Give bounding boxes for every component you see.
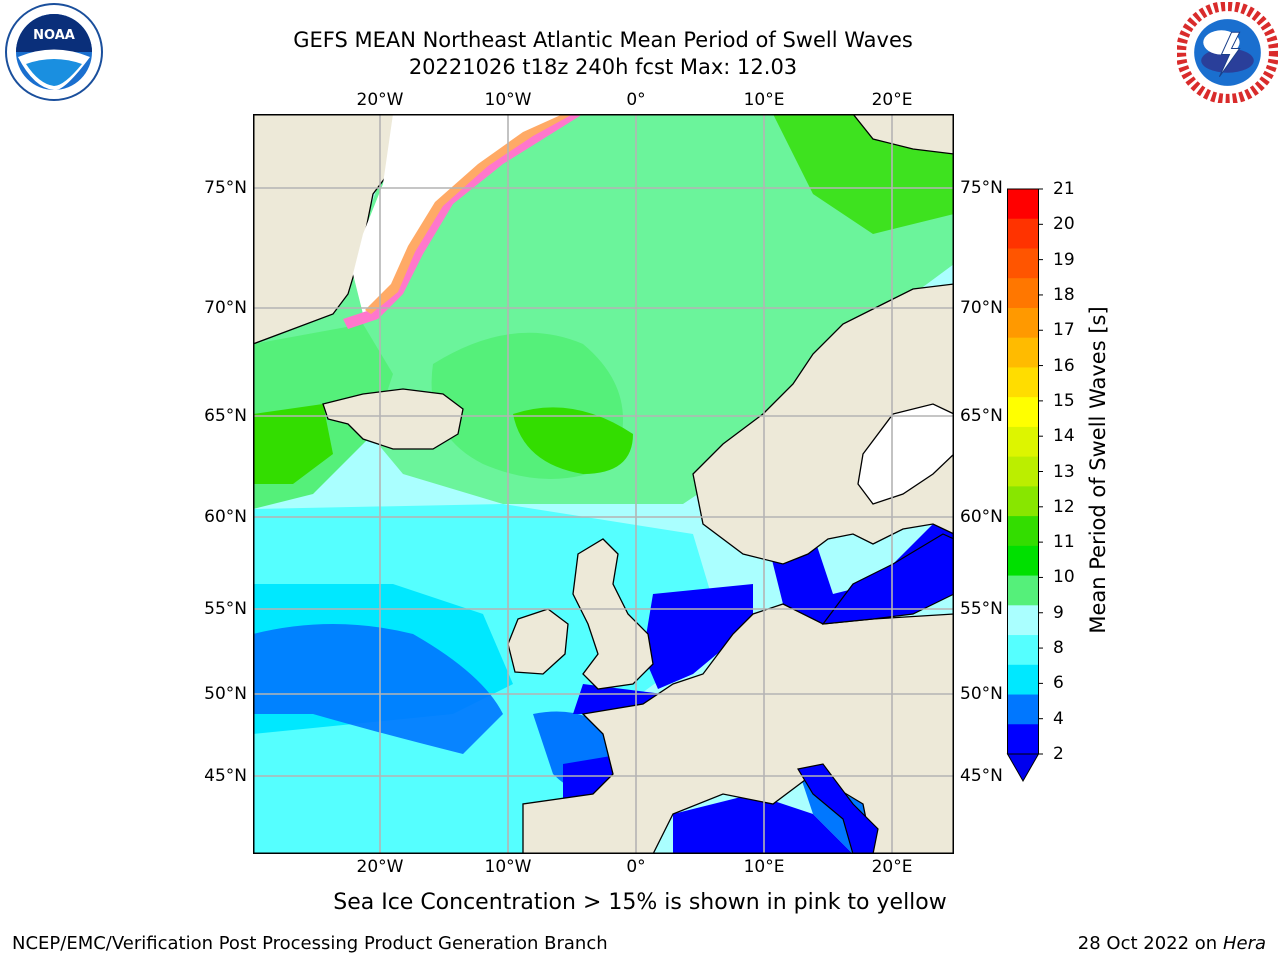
- great-britain-land: [572, 538, 654, 690]
- map-title: GEFS MEAN Northeast Atlantic Mean Period…: [293, 28, 913, 52]
- lat-label-left-45n: 45°N: [204, 766, 247, 786]
- swell-period-map: [253, 114, 954, 854]
- lat-label-right-70n: 70°N: [960, 298, 1003, 318]
- lon-label-bottom-10e: 10°E: [743, 857, 785, 877]
- lat-label-left-65n: 65°N: [204, 406, 247, 426]
- colorbar-tick-label: 6: [1053, 673, 1064, 694]
- lon-label-bottom-20w: 20°W: [356, 857, 404, 877]
- lon-label-top-10w: 10°W: [484, 90, 532, 110]
- map-panel: [253, 114, 954, 854]
- colorbar-tick-label: 4: [1053, 708, 1064, 729]
- machine-name: Hera: [1222, 933, 1266, 954]
- colorbar-tick-label: 17: [1053, 320, 1075, 341]
- ireland-land: [507, 608, 569, 675]
- colorbar-tick-label: 18: [1053, 284, 1075, 305]
- colorbar-tick-label: 10: [1053, 567, 1075, 588]
- lat-label-right-75n: 75°N: [960, 178, 1003, 198]
- colorbar-tick-label: 14: [1053, 426, 1075, 447]
- colorbar-tick-label: 16: [1053, 355, 1075, 376]
- colorbar-swatch: [1007, 456, 1039, 487]
- map-subtitle: 20221026 t18z 240h fcst Max: 12.03: [408, 55, 798, 79]
- colorbar-swatch: [1007, 516, 1039, 547]
- colorbar-swatch: [1007, 278, 1039, 309]
- lat-label-left-50n: 50°N: [204, 684, 247, 704]
- colorbar-swatch: [1007, 189, 1039, 220]
- lon-label-top-20w: 20°W: [356, 90, 404, 110]
- colorbar-tick-label: 12: [1053, 496, 1075, 517]
- colorbar-swatch: [1007, 248, 1039, 279]
- lon-label-bottom-0: 0°: [626, 857, 646, 877]
- lat-label-left-75n: 75°N: [204, 178, 247, 198]
- colorbar-label: Mean Period of Swell Waves [s]: [1086, 306, 1110, 634]
- noaa-logo: NOAA: [5, 3, 103, 101]
- colorbar-swatch: [1007, 218, 1039, 249]
- lon-label-top-0: 0°: [626, 90, 646, 110]
- lat-label-right-60n: 60°N: [960, 507, 1003, 527]
- svg-text:NOAA: NOAA: [33, 28, 75, 43]
- colorbar-swatch: [1007, 397, 1039, 428]
- lat-label-left-60n: 60°N: [204, 507, 247, 527]
- colorbar-swatch: [1007, 605, 1039, 636]
- lon-label-top-10e: 10°E: [743, 90, 785, 110]
- lat-label-right-45n: 45°N: [960, 766, 1003, 786]
- colorbar-swatch: [1007, 694, 1039, 725]
- colorbar-tick-label: 8: [1053, 638, 1064, 659]
- colorbar-tick-label: 11: [1053, 532, 1075, 553]
- colorbar-tick-label: 13: [1053, 461, 1075, 482]
- colorbar-swatch: [1007, 367, 1039, 398]
- colorbar-swatch: [1007, 337, 1039, 368]
- lon-label-bottom-20e: 20°E: [871, 857, 913, 877]
- sea-ice-note: Sea Ice Concentration > 15% is shown in …: [333, 890, 947, 915]
- colorbar-swatch: [1007, 486, 1039, 517]
- colorbar-tick-label: 15: [1053, 390, 1075, 411]
- lon-label-bottom-10w: 10°W: [484, 857, 532, 877]
- lat-label-left-55n: 55°N: [204, 599, 247, 619]
- lat-label-left-70n: 70°N: [204, 298, 247, 318]
- graticule: [253, 114, 954, 854]
- colorbar-swatch: [1007, 575, 1039, 606]
- nws-logo: [1177, 2, 1278, 103]
- producer-credit: NCEP/EMC/Verification Post Processing Pr…: [12, 933, 608, 954]
- lat-label-right-50n: 50°N: [960, 684, 1003, 704]
- lon-label-top-20e: 20°E: [871, 90, 913, 110]
- lat-label-right-55n: 55°N: [960, 599, 1003, 619]
- colorbar-tick-label: 21: [1053, 179, 1075, 199]
- colorbar-extend-arrow: [1006, 753, 1040, 783]
- lat-label-right-65n: 65°N: [960, 406, 1003, 426]
- colorbar-tick-label: 20: [1053, 214, 1075, 235]
- colorbar-tick-label: 19: [1053, 249, 1075, 270]
- run-date: 28 Oct 2022 on Hera: [1078, 933, 1266, 954]
- iceland-land: [322, 388, 464, 450]
- colorbar-swatch: [1007, 426, 1039, 458]
- colorbar-swatch: [1007, 545, 1039, 577]
- colorbar-tick-label: 9: [1053, 602, 1064, 623]
- colorbar-swatch: [1007, 664, 1039, 696]
- colorbar: [1006, 188, 1043, 783]
- run-date-text: 28 Oct 2022 on: [1077, 933, 1218, 954]
- colorbar-tick-label: 2: [1053, 744, 1064, 764]
- colorbar-swatch: [1007, 307, 1039, 339]
- colorbar-swatch: [1007, 724, 1039, 755]
- colorbar-swatch: [1007, 635, 1039, 666]
